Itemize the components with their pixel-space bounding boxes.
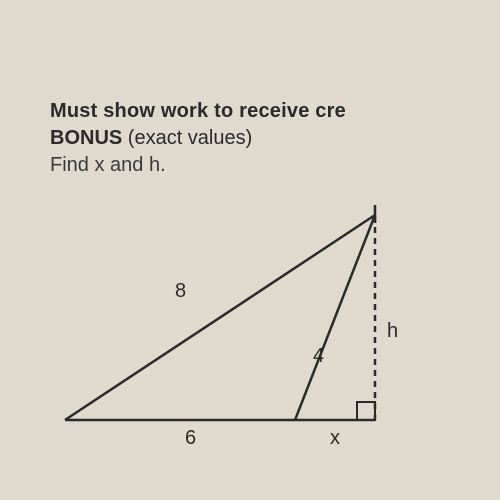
bonus-label: BONUS xyxy=(50,127,122,149)
triangle-diagram: 8 4 h 6 x xyxy=(55,195,455,455)
label-base-left: 6 xyxy=(185,427,196,450)
label-height: h xyxy=(387,320,398,343)
hypotenuse-line xyxy=(65,215,375,420)
find-line: Find x and h. xyxy=(50,154,346,177)
problem-text: Must show work to receive cre BONUS (exa… xyxy=(50,100,346,177)
label-inner: 4 xyxy=(313,345,324,368)
label-base-right: x xyxy=(330,427,340,450)
worksheet-page: Must show work to receive cre BONUS (exa… xyxy=(0,0,500,500)
inner-line xyxy=(295,215,375,420)
label-hypotenuse: 8 xyxy=(175,280,186,303)
bonus-note: (exact values) xyxy=(122,127,252,149)
bonus-line: BONUS (exact values) xyxy=(50,127,346,150)
instruction-line: Must show work to receive cre xyxy=(50,100,346,123)
right-angle-box xyxy=(357,402,375,420)
